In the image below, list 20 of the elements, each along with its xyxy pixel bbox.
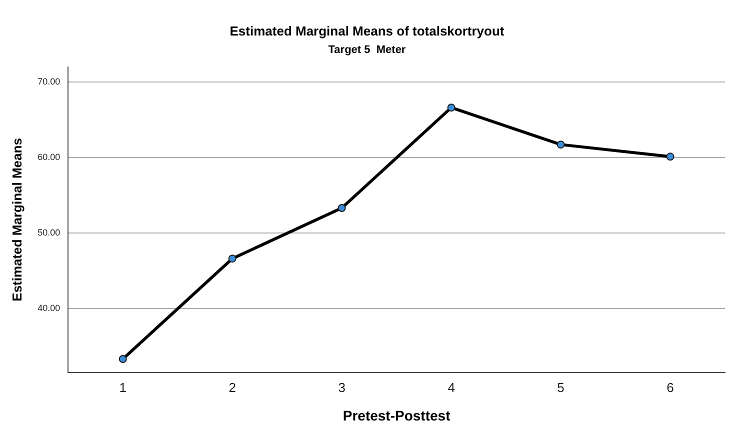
y-tick-label: 60.00 (38, 152, 60, 162)
x-tick-label: 5 (557, 380, 564, 395)
point (118, 355, 127, 364)
x-tick-label: 1 (119, 380, 126, 395)
x-axis-title: Pretest-Posttest (342, 407, 451, 424)
point (556, 140, 565, 149)
point (666, 152, 674, 161)
point (338, 204, 346, 212)
y-axis-title: Estimated Marginal Means (9, 138, 24, 302)
point (228, 254, 236, 263)
y-tick-label: 40.00 (38, 302, 60, 313)
x-tick-label: 6 (666, 380, 674, 395)
y-tick-label: 70.00 (38, 76, 60, 86)
y-tick-label: 50.00 (38, 227, 60, 238)
point (447, 104, 456, 112)
chart-subtitle: Target 5 Meter (328, 44, 406, 56)
x-tick-label: 4 (448, 380, 455, 395)
x-tick-label: 2 (228, 380, 236, 395)
chart-title: Estimated Marginal Means of totalskortryout (230, 23, 505, 38)
x-tick-label: 3 (338, 380, 346, 395)
